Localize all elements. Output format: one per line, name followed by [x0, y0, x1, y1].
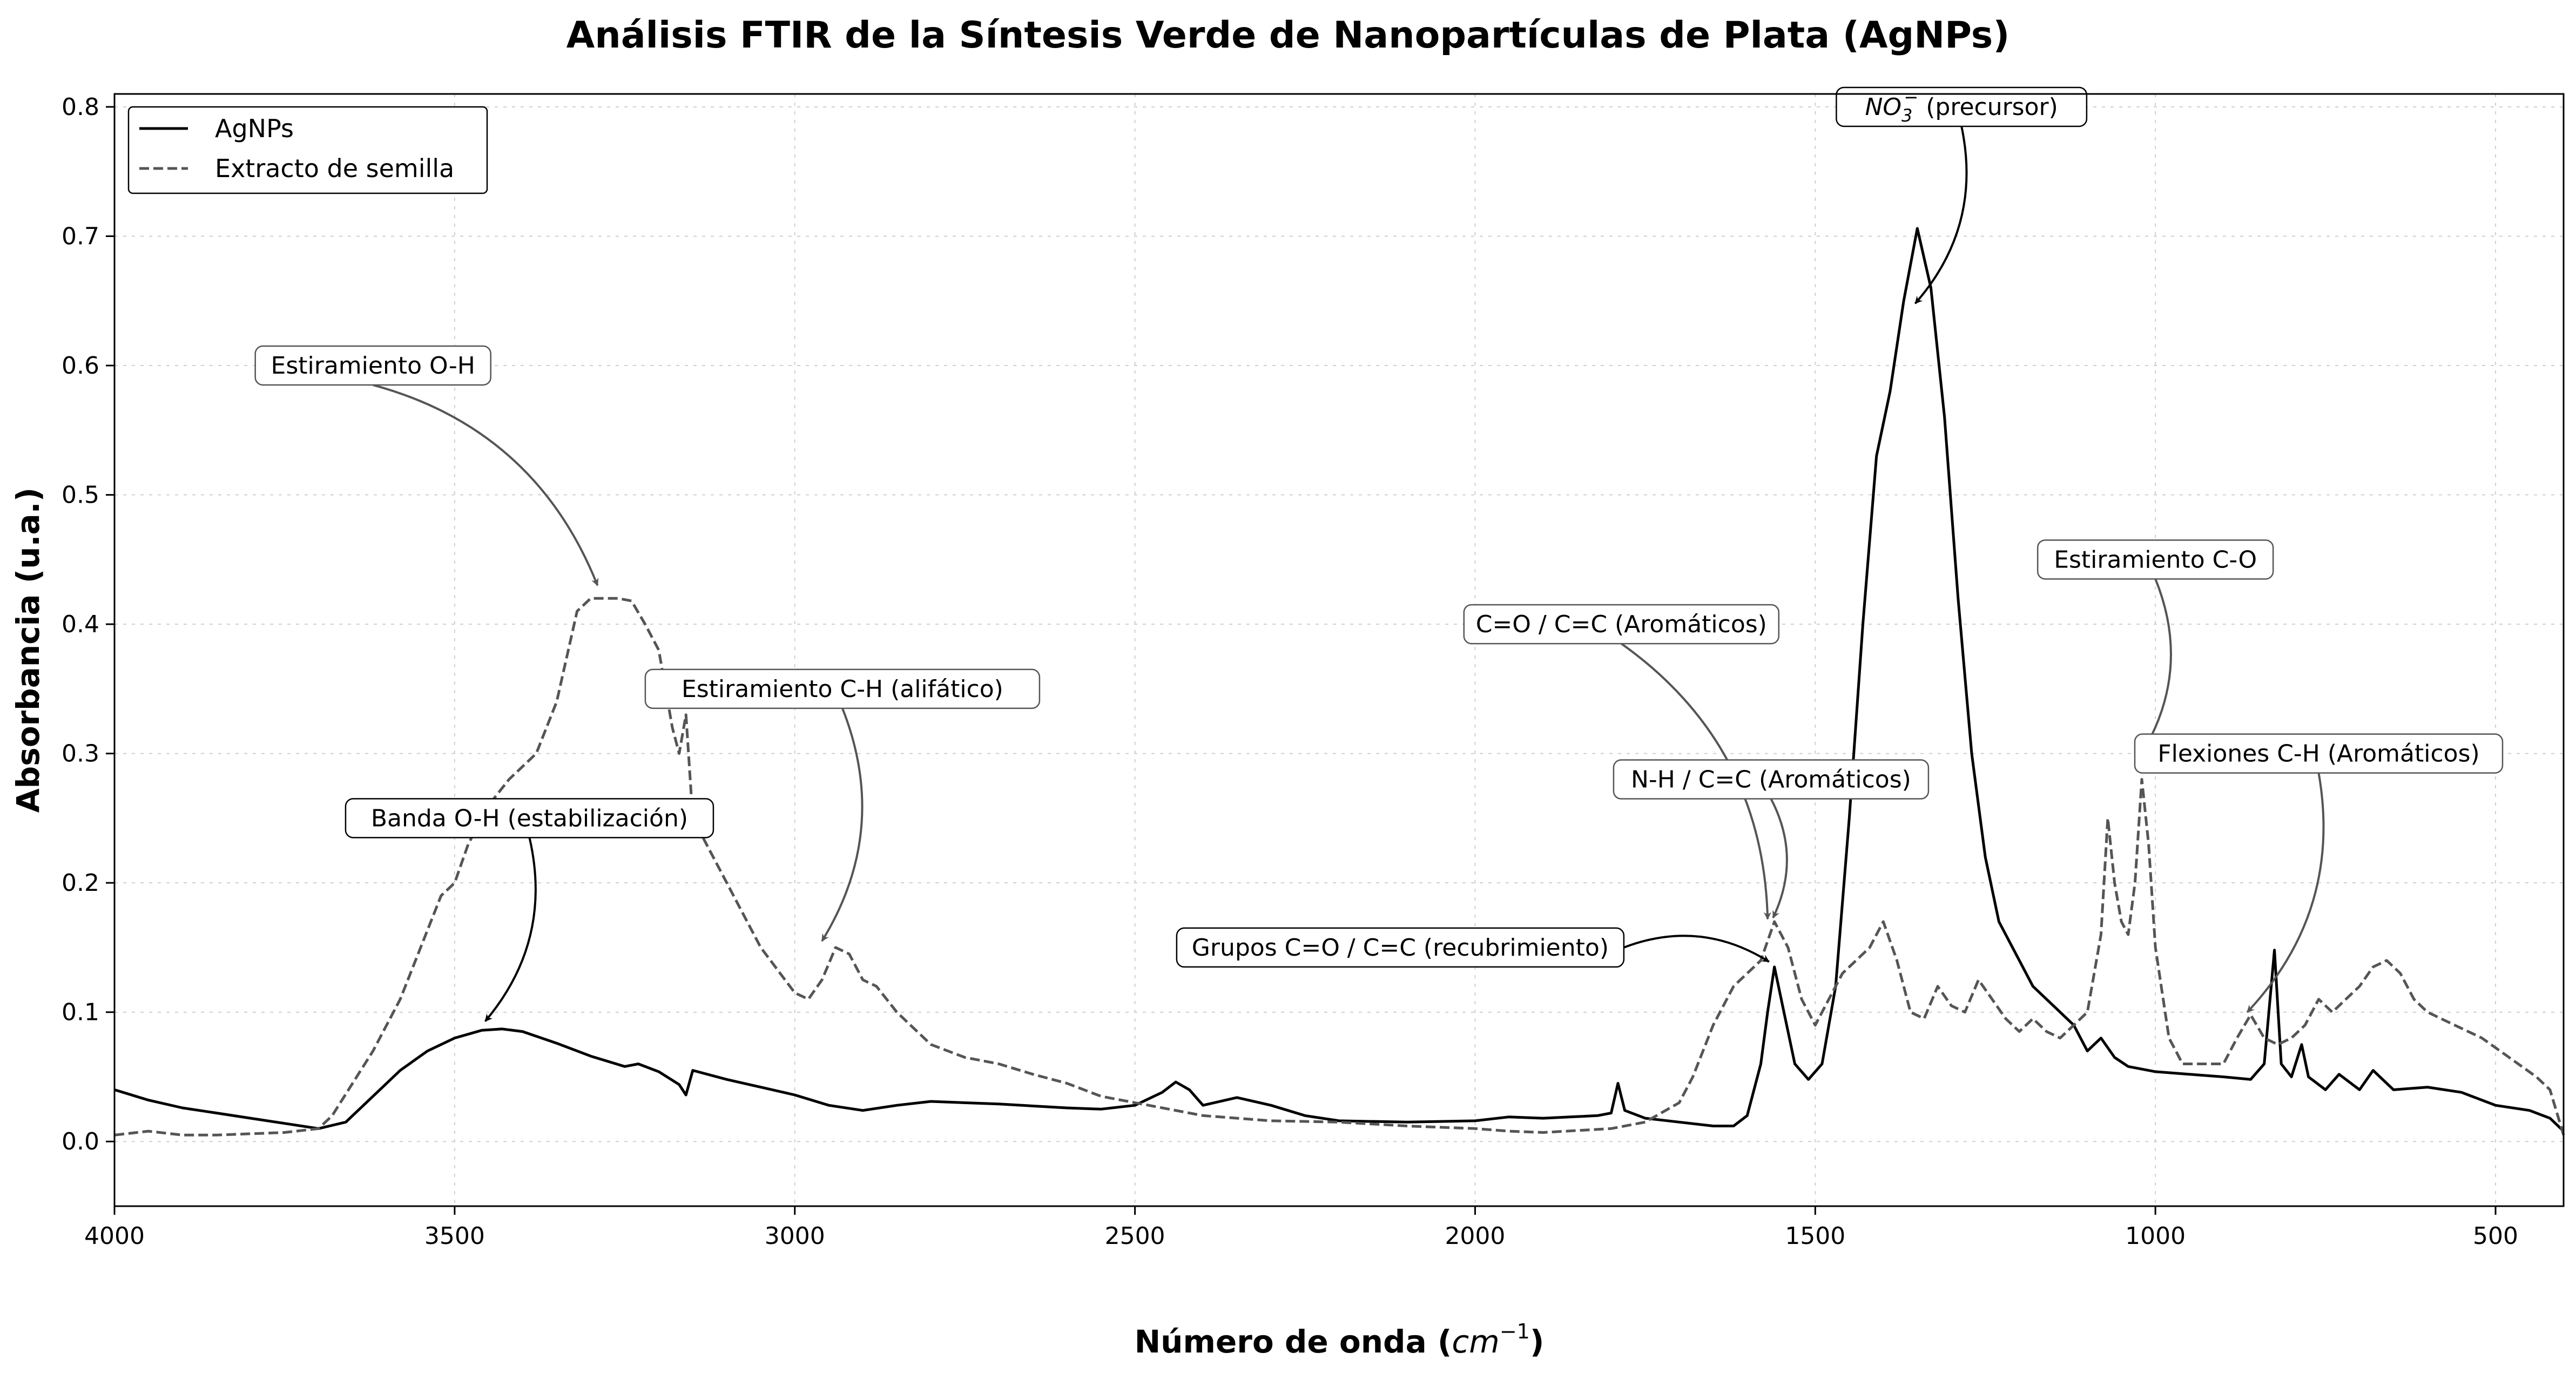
annotation-arrow: [2141, 578, 2172, 754]
legend-label-extracto: Extracto de semilla: [215, 154, 454, 183]
y-tick-label: 0.2: [62, 869, 99, 897]
annotation-ch-bending-aromatic: Flexiones C-H (Aromáticos): [2134, 733, 2504, 1013]
annotation-arrow: [1623, 935, 1770, 963]
x-tick-label: 1000: [2125, 1222, 2186, 1250]
legend-box: [127, 106, 488, 194]
annotation-nh-cc-aromatic: N-H / C=C (Aromáticos): [1613, 759, 1930, 919]
annotation-co-cc-aromatic: C=O / C=C (Aromáticos): [1463, 604, 1780, 920]
y-tick-label: 0.6: [62, 352, 99, 380]
annotation-arrow: [1914, 126, 1968, 305]
y-tick-label: 0.0: [62, 1128, 99, 1155]
annotation-box: [1176, 927, 1625, 968]
x-tick-label: 3500: [424, 1222, 485, 1250]
y-axis-label: Absorbancia (u.a.): [10, 488, 46, 813]
y-tick-label: 0.4: [62, 611, 99, 638]
y-tick-label: 0.7: [62, 222, 99, 250]
annotation-arrow: [484, 837, 537, 1022]
annotation-arrow: [1770, 798, 1788, 919]
annotation-box: [2134, 733, 2504, 774]
legend-label-agnps: AgNPs: [215, 114, 294, 143]
plot-frame: [113, 93, 2565, 1207]
series-layer: [114, 227, 2565, 1137]
annotation-label: Estiramiento C-O: [2054, 546, 2257, 573]
annotation-box: [1836, 86, 2088, 127]
x-tick-label: 4000: [84, 1222, 145, 1250]
y-tick-label: 0.1: [62, 999, 99, 1026]
x-tick-label: 2500: [1105, 1222, 1165, 1250]
x-axis-label: Número de onda (cm−1): [1135, 1320, 1545, 1360]
annotation-box: [644, 668, 1041, 709]
x-tick-label: 2000: [1445, 1222, 1505, 1250]
annotation-arrow: [373, 384, 599, 586]
annotation-oh-stretch: Estiramiento O-H: [254, 345, 599, 586]
x-axis-ticks: 4000 3500 3000 2500 2000 1500 1000 500: [84, 1206, 2518, 1250]
y-axis-ticks: 0.0 0.1 0.2 0.3 0.4 0.5 0.6 0.7 0.8: [62, 93, 114, 1155]
annotation-box: [1463, 604, 1780, 645]
annotation-co-cc-coating: Grupos C=O / C=C (recubrimiento): [1176, 927, 1770, 968]
annotation-layer: Estiramiento O-H Estiramiento C-H (alifát…: [254, 86, 2504, 1022]
y-tick-label: 0.3: [62, 740, 99, 768]
annotation-label: Estiramiento C-H (alifático): [682, 675, 1003, 703]
series-line-extracto: [114, 597, 2565, 1137]
annotation-label: N-H / C=C (Aromáticos): [1631, 766, 1911, 794]
y-tick-label: 0.8: [62, 93, 99, 121]
annotation-label: Grupos C=O / C=C (recubrimiento): [1192, 934, 1609, 962]
annotation-box: [1613, 759, 1930, 800]
x-tick-label: 500: [2473, 1222, 2518, 1250]
annotation-box: [254, 345, 491, 386]
annotation-label: NO3− (precursor): [1865, 87, 2058, 126]
chart-title: Análisis FTIR de la Síntesis Verde de Na…: [567, 14, 2010, 57]
annotation-box: [2036, 539, 2274, 580]
annotation-no3-precursor: NO3− (precursor): [1836, 86, 2088, 305]
annotation-label: Banda O-H (estabilización): [371, 804, 688, 832]
legend: AgNPs Extracto de semilla: [127, 106, 488, 194]
annotation-label: C=O / C=C (Aromáticos): [1476, 611, 1767, 638]
x-tick-label: 3000: [765, 1222, 825, 1250]
annotation-label: Estiramiento O-H: [271, 352, 475, 380]
x-tick-label: 1500: [1785, 1222, 1845, 1250]
annotation-oh-band: Banda O-H (estabilización): [345, 798, 714, 1022]
annotation-arrow: [2246, 773, 2325, 1013]
grid: [114, 94, 2564, 1206]
annotation-ch-aliphatic: Estiramiento C-H (alifático): [644, 668, 1041, 942]
y-tick-label: 0.5: [62, 482, 99, 509]
series-line-agnps: [114, 227, 2565, 1132]
annotation-label: Flexiones C-H (Aromáticos): [2157, 740, 2479, 768]
annotation-box: [345, 798, 714, 838]
annotation-co-stretch: Estiramiento C-O: [2036, 539, 2274, 754]
annotation-arrow: [821, 708, 864, 942]
